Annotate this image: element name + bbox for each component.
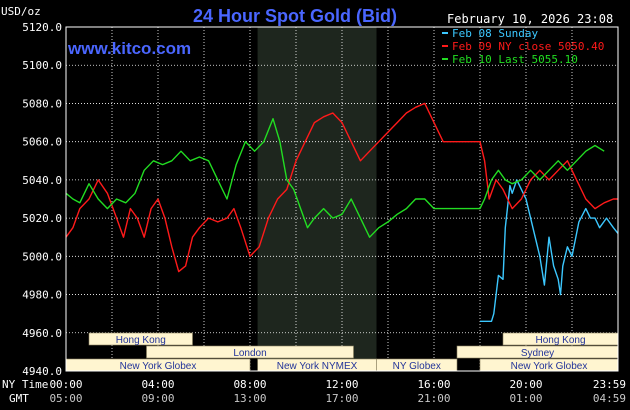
x-tick-label-ny: 16:00 bbox=[417, 378, 450, 391]
x-tick-label-gmt: 05:00 bbox=[49, 392, 82, 405]
y-tick-label: 4940.0 bbox=[22, 365, 62, 378]
ny-time-label: NY Time bbox=[2, 378, 48, 391]
x-tick-label-gmt: 09:00 bbox=[141, 392, 174, 405]
y-tick-label: 5040.0 bbox=[22, 174, 62, 187]
chart-title: 24 Hour Spot Gold (Bid) bbox=[193, 6, 397, 26]
nymex-shade bbox=[257, 27, 377, 371]
y-tick-label: 5080.0 bbox=[22, 97, 62, 110]
x-tick-label-ny: 04:00 bbox=[141, 378, 174, 391]
y-tick-label: 5000.0 bbox=[22, 250, 62, 263]
price-series bbox=[65, 102, 619, 322]
session-label: New York Globex bbox=[120, 361, 197, 372]
y-tick-label: 5100.0 bbox=[22, 59, 62, 72]
x-tick-label-ny: 08:00 bbox=[233, 378, 266, 391]
x-tick-label-ny: 23:59 bbox=[593, 378, 626, 391]
series-line bbox=[480, 179, 619, 322]
legend-entry: Feb 08 Sunday bbox=[452, 27, 538, 40]
gmt-label: GMT bbox=[9, 392, 29, 405]
x-tick-label-gmt: 13:00 bbox=[233, 392, 266, 405]
x-axis-ticks: 00:00 04:00 08:00 12:00 16:00 20:00 23:59 05:00… bbox=[49, 378, 626, 405]
unit-label: USD/oz bbox=[1, 5, 41, 18]
y-tick-label: 5060.0 bbox=[22, 136, 62, 149]
grid-lines bbox=[66, 27, 618, 371]
y-tick-label: 5020.0 bbox=[22, 212, 62, 225]
plot-frame bbox=[65, 26, 619, 372]
y-tick-label: 4980.0 bbox=[22, 289, 62, 302]
session-label: Hong Kong bbox=[535, 335, 585, 346]
session-bar bbox=[88, 332, 193, 346]
session-label: Hong Kong bbox=[116, 335, 166, 346]
site-link[interactable]: www.kitco.com bbox=[67, 39, 191, 58]
session-label: London bbox=[233, 348, 266, 359]
y-axis-ticks: 5120.0 5100.0 5080.0 5060.0 5040.0 5020.0 5000… bbox=[22, 21, 62, 378]
legend-entry: Feb 10 Last 5055.10 bbox=[452, 53, 578, 66]
timestamp: February 10, 2026 23:08 bbox=[447, 12, 613, 26]
y-tick-label: 4960.0 bbox=[22, 327, 62, 340]
x-tick-label-ny: 20:00 bbox=[509, 378, 542, 391]
x-tick-label-gmt: 01:00 bbox=[509, 392, 542, 405]
x-tick-label-ny: 00:00 bbox=[49, 378, 82, 391]
session-label: New York Globex bbox=[511, 361, 588, 372]
series-line bbox=[65, 117, 605, 238]
session-label: Sydney bbox=[521, 348, 554, 359]
y-tick-label: 5120.0 bbox=[22, 21, 62, 34]
session-label: New York NYMEX bbox=[277, 361, 358, 372]
market-sessions: Hong Kong Hong Kong London Sydney New York G… bbox=[65, 332, 619, 372]
x-tick-label-gmt: 04:59 bbox=[593, 392, 626, 405]
session-bar bbox=[146, 345, 354, 359]
x-tick-label-ny: 12:00 bbox=[325, 378, 358, 391]
legend-entry: Feb 09 NY close 5050.40 bbox=[452, 40, 604, 53]
session-label: NY Globex bbox=[393, 361, 441, 372]
x-tick-label-gmt: 17:00 bbox=[325, 392, 358, 405]
x-tick-label-gmt: 21:00 bbox=[417, 392, 450, 405]
series-line bbox=[65, 102, 618, 273]
